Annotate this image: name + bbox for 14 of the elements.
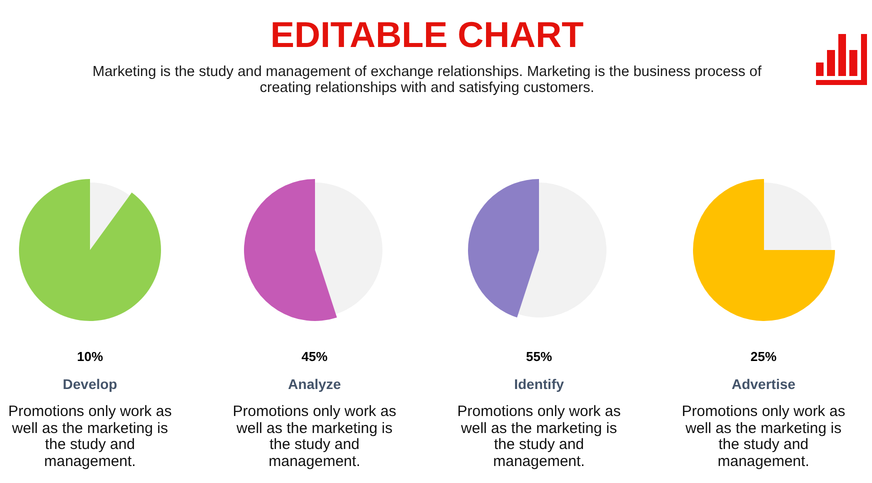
text: Marketing is the study and management of exchange relationships. Marketing is the business process of creating relationships with and satisfying customers. bbox=[92, 64, 762, 96]
text: Develop bbox=[62, 375, 118, 393]
text: 45% bbox=[301, 349, 328, 365]
text: Identify bbox=[514, 375, 564, 393]
text: Analyze bbox=[288, 375, 341, 393]
text: Advertise bbox=[732, 375, 796, 393]
text: Promotions only work as well as the marketing is the study and management. bbox=[7, 403, 173, 471]
text: 25% bbox=[750, 349, 777, 365]
text: 10% bbox=[76, 349, 104, 365]
text: Promotions only work as well as the marketing is the study and management. bbox=[232, 403, 398, 471]
text: Promotions only work as well as the marketing is the study and management. bbox=[456, 403, 622, 471]
text: 55% bbox=[526, 349, 552, 365]
text: Promotions only work as well as the marketing is the study and management. bbox=[680, 403, 846, 471]
text: EDITABLE CHART bbox=[270, 14, 584, 56]
